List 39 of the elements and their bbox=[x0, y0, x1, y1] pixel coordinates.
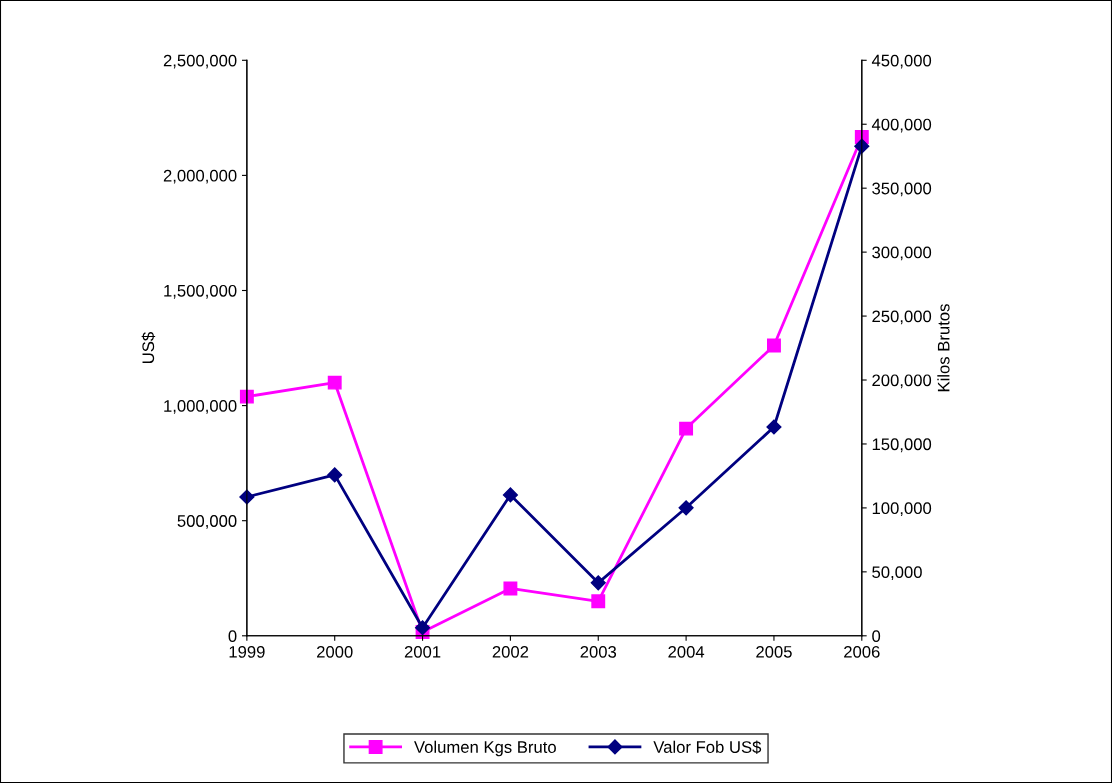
point bbox=[327, 467, 343, 483]
x-tick-label: 2004 bbox=[668, 645, 705, 658]
x-tick-label: 2006 bbox=[844, 645, 880, 658]
y-tick-label: 2,000,000 bbox=[163, 169, 237, 184]
x-tick-label: 2000 bbox=[317, 645, 353, 658]
y2-tick-label: 50,000 bbox=[872, 566, 922, 581]
point bbox=[679, 421, 694, 436]
y-tick-label: 1,500,000 bbox=[164, 284, 237, 299]
y2-tick-label: 100,000 bbox=[872, 502, 932, 517]
y-tick-label: 1,000,000 bbox=[164, 400, 237, 414]
x-tick-label: 1999 bbox=[229, 645, 265, 658]
y2-tick-label: 250,000 bbox=[872, 310, 932, 325]
y2-axis-title: Kilos Brutos bbox=[937, 304, 950, 392]
y-tick-label: 0 bbox=[228, 630, 237, 642]
legend-label: Valor Fob US$ bbox=[653, 740, 762, 754]
legend-label: Volumen Kgs Bruto bbox=[414, 740, 556, 757]
y-axis-title: US$ bbox=[141, 332, 156, 363]
point bbox=[590, 575, 606, 591]
x-tick-label: 2005 bbox=[756, 645, 792, 658]
point bbox=[678, 500, 694, 516]
point bbox=[767, 338, 781, 353]
point bbox=[414, 620, 431, 636]
x-tick-label: 2002 bbox=[492, 645, 529, 658]
y2-tick-label: 200,000 bbox=[872, 374, 932, 389]
point bbox=[503, 581, 518, 596]
point bbox=[502, 487, 518, 503]
point bbox=[766, 419, 782, 435]
y2-tick-label: 450,000 bbox=[871, 54, 932, 69]
x-tick-label: 2001 bbox=[404, 645, 441, 658]
x-tick-label: 2003 bbox=[580, 645, 617, 658]
y2-tick-label: 300,000 bbox=[872, 246, 932, 261]
point bbox=[591, 594, 606, 609]
y2-tick-label: 0 bbox=[872, 630, 881, 642]
y2-tick-label: 350,000 bbox=[872, 182, 932, 197]
y2-tick-label: 400,000 bbox=[871, 118, 932, 133]
y2-tick-label: 150,000 bbox=[872, 438, 932, 453]
y-tick-label: 500,000 bbox=[177, 515, 237, 529]
point bbox=[327, 375, 342, 390]
y-tick-label: 2,500,000 bbox=[163, 54, 237, 69]
